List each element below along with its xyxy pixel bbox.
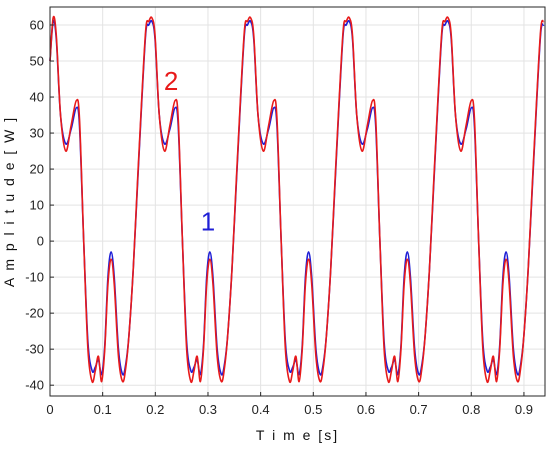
series-lines (49, 15, 545, 384)
x-tick-label: 0.1 (94, 402, 112, 417)
y-tick-label: 10 (30, 198, 44, 213)
annotations: 21 (164, 66, 215, 236)
grid-lines (49, 7, 545, 396)
x-axis-label: T i m e [s] (256, 427, 339, 443)
y-tick-label: -10 (25, 270, 44, 285)
series-line-1 (49, 19, 545, 376)
plot-frame (49, 6, 546, 397)
x-tick-label: 0.9 (515, 402, 533, 417)
x-tick-label: 0.5 (304, 402, 322, 417)
y-tick-label: -20 (25, 306, 44, 321)
y-tick-label: 40 (30, 90, 44, 105)
x-tick-label: 0.4 (252, 402, 270, 417)
x-tick-label: 0 (46, 402, 53, 417)
curve-annotation: 2 (164, 66, 178, 96)
y-tick-label: 30 (30, 126, 44, 141)
x-tick-label: 0.7 (410, 402, 428, 417)
x-tick-label: 0.3 (199, 402, 217, 417)
x-tick-label: 0.8 (462, 402, 480, 417)
y-tick-label: 60 (30, 18, 44, 33)
curve-annotation: 1 (201, 206, 215, 236)
y-axis-label: A m p l i t u d e [ W ] (1, 116, 17, 287)
y-tick-label: -30 (25, 342, 44, 357)
tick-labels: 0 0.1 0.2 0.3 0.4 0.5 0.6 0.7 0.8 0.9 -40 -30 -20 -10… (25, 18, 533, 417)
y-tick-label: 50 (30, 54, 44, 69)
y-tick-label: 0 (37, 234, 44, 249)
x-tick-label: 0.6 (357, 402, 375, 417)
series-line-2 (49, 15, 545, 384)
y-tick-label: 20 (30, 162, 44, 177)
y-tick-label: -40 (25, 378, 44, 393)
x-tick-label: 0.2 (146, 402, 164, 417)
